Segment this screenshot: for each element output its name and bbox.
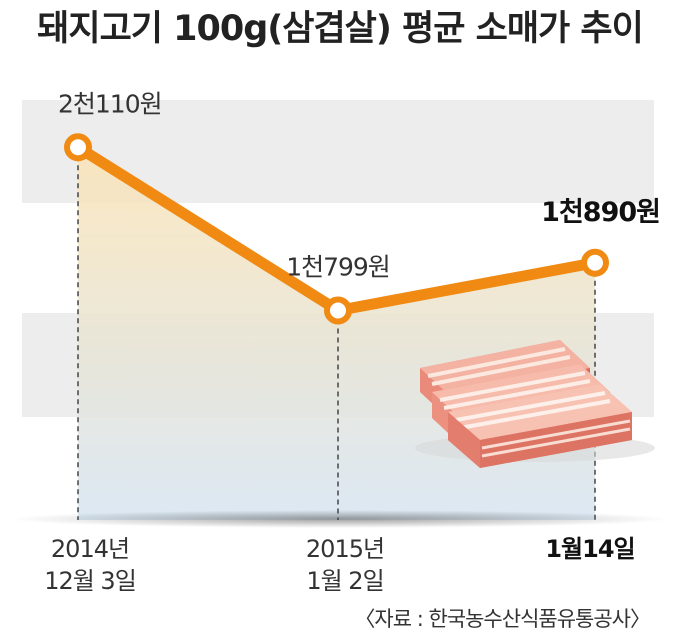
data-label-3: 1천890원: [541, 197, 660, 228]
x-tick-label-2-line2: 1월 2일: [306, 567, 383, 595]
area-fill: [78, 147, 595, 520]
x-tick-label-2-line1: 2015년: [306, 535, 384, 563]
data-label-2: 1천799원: [286, 253, 390, 282]
chart-title: 돼지고기 100g(삼겹살) 평균 소매가 추이: [37, 9, 643, 49]
pork-belly-illustration: [415, 340, 655, 468]
x-tick-label-3-line1: 1월14일: [545, 535, 634, 563]
data-point-1: [64, 133, 92, 162]
x-tick-label-1-line2: 12월 3일: [44, 567, 136, 595]
data-point-2: [324, 296, 352, 325]
data-point-3: [581, 248, 609, 277]
baseline-shadow: [10, 510, 670, 528]
data-label-1: 2천110원: [58, 89, 162, 118]
source-note: 〈자료 : 한국농수산식품유통공사〉: [354, 607, 650, 631]
x-tick-label-1-line1: 2014년: [51, 535, 129, 563]
